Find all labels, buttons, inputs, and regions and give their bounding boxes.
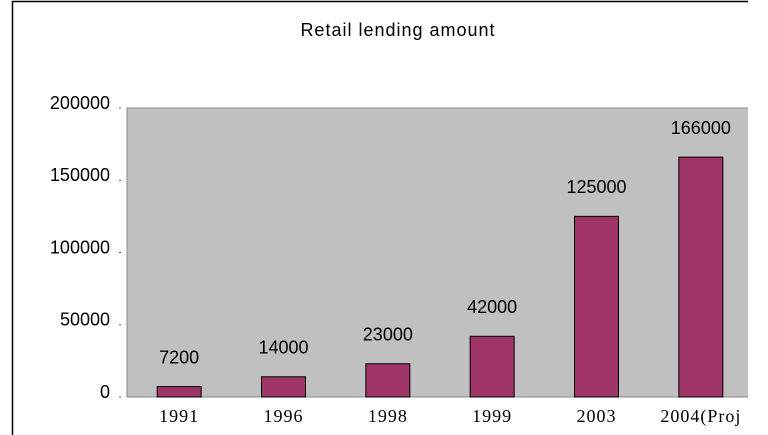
data-label: 125000 [566, 177, 626, 197]
bar [678, 156, 724, 398]
x-tick-label: 2004(Proj [660, 406, 741, 427]
data-label: 166000 [671, 118, 731, 138]
y-tick-label: 0 [100, 382, 110, 402]
x-tick-label: 1998 [368, 406, 408, 426]
chart-body: Retail lending amount 0 50000 100000 150000… [11, 0, 748, 435]
y-tick-label: 150000 [50, 165, 110, 185]
bar [365, 363, 411, 398]
x-tick-label: 1999 [472, 406, 512, 426]
y-tick-label: 200000 [50, 93, 110, 113]
data-label: 14000 [258, 338, 308, 358]
bar [156, 386, 202, 398]
data-label: 7200 [159, 347, 199, 367]
x-tick-label: 1996 [264, 406, 304, 426]
x-tick-label: 2003 [577, 406, 617, 426]
chart-title: Retail lending amount [300, 20, 495, 40]
data-label: 23000 [363, 325, 413, 345]
bar [574, 215, 619, 398]
y-tick-label: 50000 [60, 310, 110, 330]
bar [469, 335, 515, 398]
y-tick-label: 100000 [50, 237, 110, 257]
x-tick-label: 1991 [159, 406, 199, 426]
plot-area [126, 107, 748, 398]
bar [261, 376, 306, 398]
data-label: 42000 [467, 297, 517, 317]
